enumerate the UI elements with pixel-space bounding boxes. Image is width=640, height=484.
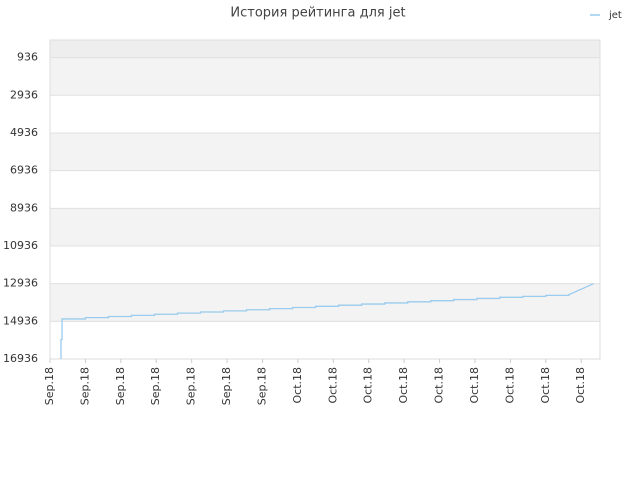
chart-title: История рейтинга для jet xyxy=(230,6,405,21)
x-tick-label: Sep.18 xyxy=(255,367,268,405)
y-tick-label: 14936 xyxy=(3,314,38,327)
line-series xyxy=(60,283,594,359)
x-tick-label: Oct.18 xyxy=(362,367,375,404)
x-tick-label: Oct.18 xyxy=(326,367,339,404)
grid-band xyxy=(50,170,600,209)
x-tick-label: Oct.18 xyxy=(468,367,481,404)
x-tick-label: Oct.18 xyxy=(397,367,410,404)
y-tick-label: 12936 xyxy=(3,277,38,290)
y-tick-label: 16936 xyxy=(3,352,38,365)
grid-band xyxy=(50,321,600,359)
x-tick-label: Oct.18 xyxy=(503,367,516,404)
x-tick-label: Oct.18 xyxy=(574,367,587,404)
grid-band xyxy=(50,95,600,133)
x-tick-label: Oct.18 xyxy=(291,367,304,404)
y-tick-label: 10936 xyxy=(3,239,38,252)
x-tick-label: Sep.18 xyxy=(149,367,162,405)
grid-band xyxy=(50,208,600,246)
y-tick-label: 2936 xyxy=(10,88,38,101)
x-tick-label: Sep.18 xyxy=(220,367,233,405)
x-tick-label: Sep.18 xyxy=(43,367,56,405)
x-tick-label: Sep.18 xyxy=(185,367,198,405)
y-tick-label: 6936 xyxy=(10,164,38,177)
grid-band xyxy=(50,132,600,171)
y-tick-label: 8936 xyxy=(10,201,38,214)
x-tick-label: Oct.18 xyxy=(539,367,552,404)
y-tick-label: 4936 xyxy=(10,126,38,139)
x-tick-label: Sep.18 xyxy=(78,367,91,405)
x-tick-label: Sep.18 xyxy=(114,367,127,405)
x-tick-label: Oct.18 xyxy=(433,367,446,404)
legend-label: jet xyxy=(608,10,622,21)
plot-border xyxy=(49,39,601,360)
grid-band xyxy=(50,57,600,96)
grid-band xyxy=(50,245,600,284)
y-tick-label: 936 xyxy=(17,51,38,64)
